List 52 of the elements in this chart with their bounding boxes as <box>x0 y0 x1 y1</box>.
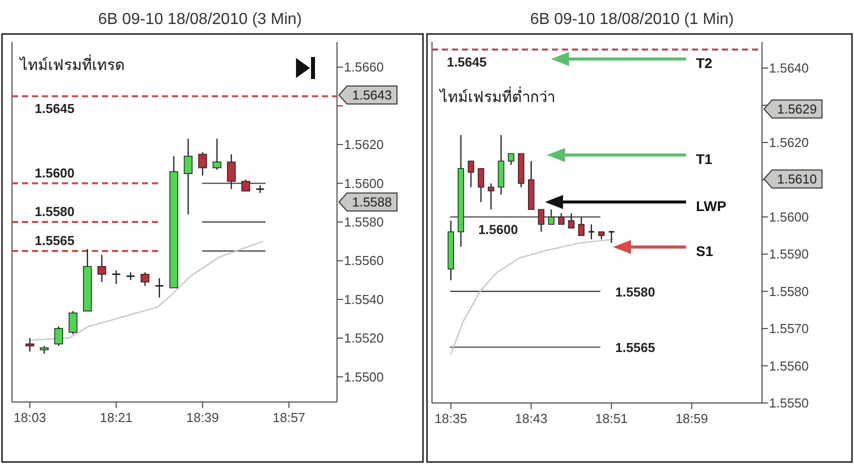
ref-line: 1.5600 <box>450 216 600 237</box>
y-tick-label: 1.5550 <box>769 396 809 410</box>
x-tick-label: 18:57 <box>272 410 306 425</box>
x-tick-label: 18:39 <box>186 410 219 425</box>
ref-line-label: 1.5600 <box>34 165 75 180</box>
ref-line: 1.5600 <box>12 165 162 184</box>
ref-line: 1.5645 <box>12 95 337 116</box>
chart-title: 6B 09-10 18/08/2010 (1 Min) <box>530 11 734 28</box>
y-tick-label: 1.5560 <box>769 358 809 374</box>
y-tick-label: 1.5600 <box>344 176 384 191</box>
ref-line: 1.5565 <box>12 233 162 252</box>
annotation: T2 <box>696 55 713 71</box>
y-tick-label: 1.5660 <box>344 60 384 75</box>
ref-line-label: 1.5565 <box>34 233 75 248</box>
y-tick-label: 1.5500 <box>344 369 384 384</box>
price-tag: 1.5643 <box>338 86 398 104</box>
chart-title: 6B 09-10 18/08/2010 (3 Min) <box>98 11 302 28</box>
ref-line-label: 1.5645 <box>446 54 487 70</box>
annotation: LWP <box>696 198 726 214</box>
y-tick-label: 1.5590 <box>769 246 809 262</box>
ref-line: 1.5565 <box>450 340 656 356</box>
price-tag: 1.5629 <box>763 100 822 118</box>
annotation: ไทม์เฟรมที่ต่ำกว่า <box>439 86 555 106</box>
y-tick-label: 1.5600 <box>769 209 809 224</box>
y-tick-label: 1.5570 <box>769 321 809 336</box>
price-tag: 1.5588 <box>338 192 398 212</box>
ref-line: 1.5580 <box>450 284 656 300</box>
y-tick-label: 1.5620 <box>769 134 809 150</box>
ref-line-label: 1.5580 <box>34 204 75 219</box>
y-tick-label: 1.5540 <box>344 292 384 307</box>
y-tick-label: 1.5580 <box>344 214 384 230</box>
x-tick-label: 18:03 <box>14 410 46 425</box>
x-tick-label: 18:51 <box>595 411 628 426</box>
ref-line-label: 1.5580 <box>615 284 656 300</box>
x-tick-label: 18:59 <box>675 411 708 426</box>
y-tick-label: 1.5640 <box>769 60 809 76</box>
y-tick-label: 1.5520 <box>344 330 384 346</box>
x-tick-label: 18:43 <box>514 411 548 426</box>
line-series <box>450 238 614 356</box>
y-tick-label: 1.5560 <box>344 253 384 268</box>
ref-line: 1.5580 <box>12 204 162 223</box>
ref-line-label: 1.5565 <box>615 340 656 356</box>
ref-line-label: 1.5645 <box>34 101 75 116</box>
y-tick-label: 1.5580 <box>769 284 809 299</box>
price-tag: 1.5610 <box>763 170 822 188</box>
annotation: S1 <box>696 243 714 259</box>
annotation: T1 <box>696 151 713 167</box>
x-tick-label: 18:35 <box>434 411 468 426</box>
ref-line-label: 1.5600 <box>478 222 518 237</box>
y-tick-label: 1.5620 <box>344 137 384 152</box>
x-tick-label: 18:21 <box>100 410 132 425</box>
annotation: ไทม์เฟรมที่เทรด <box>19 54 125 74</box>
